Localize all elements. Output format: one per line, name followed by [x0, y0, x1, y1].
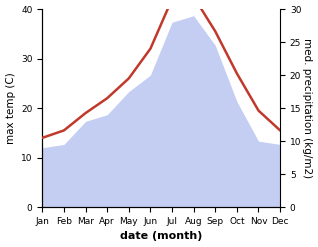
Y-axis label: med. precipitation (kg/m2): med. precipitation (kg/m2): [302, 38, 313, 178]
Y-axis label: max temp (C): max temp (C): [5, 72, 16, 144]
X-axis label: date (month): date (month): [120, 231, 203, 242]
